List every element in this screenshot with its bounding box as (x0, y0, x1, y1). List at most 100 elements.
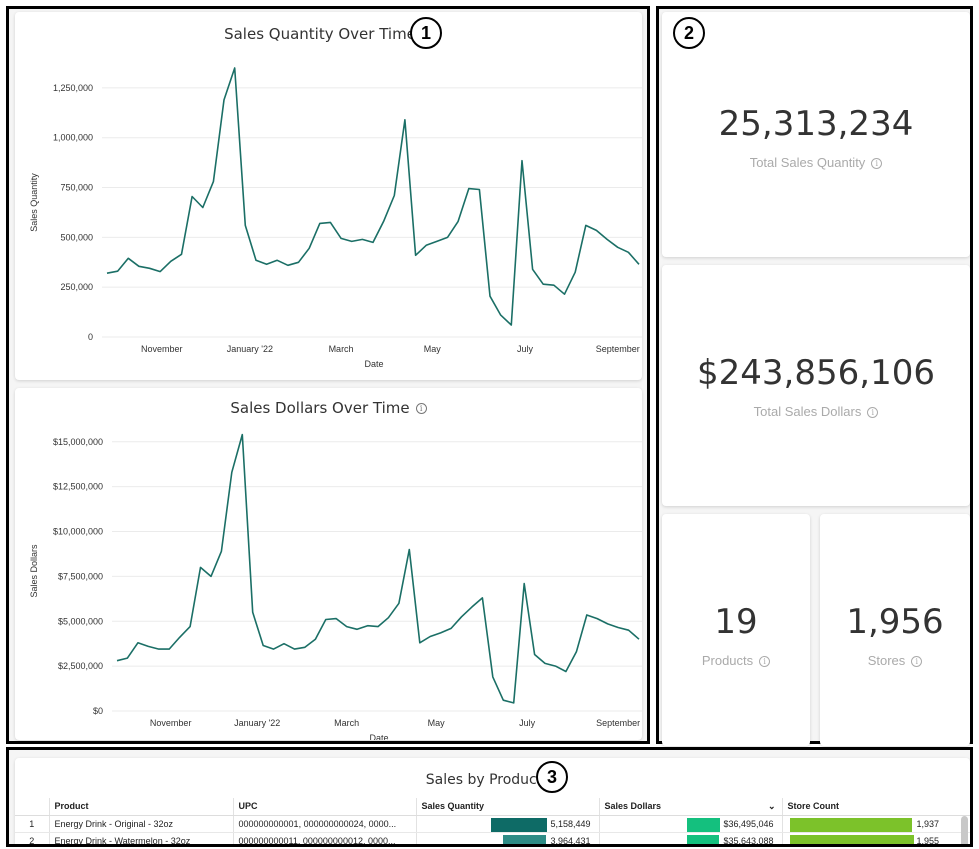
data-point[interactable] (544, 662, 546, 664)
data-point[interactable] (436, 240, 438, 242)
data-point[interactable] (158, 648, 160, 650)
data-point[interactable] (393, 194, 395, 196)
data-point[interactable] (199, 566, 201, 568)
data-point[interactable] (212, 180, 214, 182)
data-point[interactable] (419, 642, 421, 644)
data-point[interactable] (272, 648, 274, 650)
data-point[interactable] (429, 635, 431, 637)
data-point[interactable] (574, 271, 576, 273)
info-circle-icon[interactable]: i (871, 158, 883, 170)
data-point[interactable] (387, 617, 389, 619)
data-point[interactable] (234, 67, 236, 69)
data-point[interactable] (168, 648, 170, 650)
data-point[interactable] (293, 648, 295, 650)
data-point[interactable] (262, 644, 264, 646)
data-point[interactable] (595, 229, 597, 231)
data-point[interactable] (554, 665, 556, 667)
info-circle-icon[interactable]: i (867, 407, 879, 419)
data-point[interactable] (586, 614, 588, 616)
data-point[interactable] (404, 119, 406, 121)
data-point[interactable] (191, 195, 193, 197)
data-point[interactable] (531, 268, 533, 270)
data-point[interactable] (617, 626, 619, 628)
data-point[interactable] (377, 625, 379, 627)
data-point[interactable] (575, 651, 577, 653)
info-circle-icon[interactable]: i (415, 403, 427, 414)
data-point[interactable] (127, 257, 129, 259)
data-point[interactable] (481, 597, 483, 599)
data-point[interactable] (319, 222, 321, 224)
data-point[interactable] (148, 267, 150, 269)
table-scrollbar[interactable] (961, 816, 968, 844)
data-point[interactable] (325, 618, 327, 620)
data-point[interactable] (638, 263, 640, 265)
data-point[interactable] (606, 238, 608, 240)
data-point[interactable] (314, 638, 316, 640)
data-point[interactable] (308, 247, 310, 249)
column-header-sales-quantity[interactable]: Sales Quantity (415, 798, 599, 816)
data-point[interactable] (513, 702, 515, 704)
data-point[interactable] (178, 636, 180, 638)
data-point[interactable] (471, 606, 473, 608)
data-point[interactable] (202, 206, 204, 208)
data-point[interactable] (335, 617, 337, 619)
info-circle-icon[interactable]: i (759, 656, 771, 668)
data-point[interactable] (255, 259, 257, 261)
data-point[interactable] (265, 263, 267, 265)
data-point[interactable] (283, 643, 285, 645)
data-point[interactable] (180, 253, 182, 255)
data-point[interactable] (457, 220, 459, 222)
data-point[interactable] (287, 264, 289, 266)
table-row[interactable]: 1 Energy Drink - Original - 32oz 0000000… (15, 815, 970, 833)
data-point[interactable] (372, 241, 374, 243)
table-row[interactable]: 2 Energy Drink - Watermelon - 32oz 00000… (15, 832, 970, 844)
data-point[interactable] (450, 627, 452, 629)
data-point[interactable] (147, 645, 149, 647)
data-point[interactable] (159, 270, 161, 272)
sort-descending-icon[interactable]: ⌄ (767, 800, 776, 811)
data-point[interactable] (510, 324, 512, 326)
data-point[interactable] (106, 272, 108, 274)
data-point[interactable] (460, 616, 462, 618)
data-point[interactable] (478, 188, 480, 190)
data-point[interactable] (231, 471, 233, 473)
column-header-upc[interactable]: UPC (232, 798, 416, 816)
data-point[interactable] (468, 187, 470, 189)
data-point[interactable] (137, 642, 139, 644)
data-point[interactable] (252, 611, 254, 613)
data-point[interactable] (533, 653, 535, 655)
data-point[interactable] (351, 240, 353, 242)
data-point[interactable] (398, 602, 400, 604)
data-point[interactable] (276, 259, 278, 261)
column-header-store-count[interactable]: Store Count (781, 798, 970, 816)
data-point[interactable] (366, 625, 368, 627)
data-point[interactable] (138, 265, 140, 267)
data-point[interactable] (521, 160, 523, 162)
data-point[interactable] (116, 270, 118, 272)
data-point[interactable] (627, 629, 629, 631)
data-point[interactable] (223, 99, 225, 101)
data-point[interactable] (446, 236, 448, 238)
data-point[interactable] (553, 284, 555, 286)
data-point[interactable] (489, 295, 491, 297)
data-point[interactable] (492, 676, 494, 678)
data-point[interactable] (340, 237, 342, 239)
data-point[interactable] (638, 638, 640, 640)
data-point[interactable] (425, 244, 427, 246)
data-point[interactable] (304, 646, 306, 648)
data-point[interactable] (329, 221, 331, 223)
data-point[interactable] (563, 293, 565, 295)
data-point[interactable] (361, 238, 363, 240)
data-point[interactable] (189, 625, 191, 627)
data-point[interactable] (244, 224, 246, 226)
data-point[interactable] (116, 660, 118, 662)
data-point[interactable] (500, 314, 502, 316)
data-point[interactable] (210, 575, 212, 577)
column-header-product[interactable]: Product (48, 798, 233, 816)
data-point[interactable] (126, 657, 128, 659)
data-point[interactable] (414, 254, 416, 256)
data-point[interactable] (297, 261, 299, 263)
data-point[interactable] (241, 433, 243, 435)
data-point[interactable] (502, 699, 504, 701)
data-point[interactable] (439, 632, 441, 634)
